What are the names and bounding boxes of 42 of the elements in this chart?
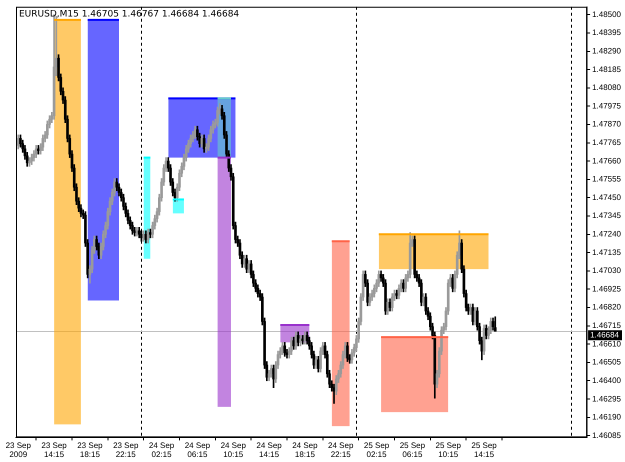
x-tick-label: 24 Sep 02:15: [148, 441, 175, 459]
x-tick-label: 24 Sep 22:15: [328, 441, 354, 459]
candlestick: [332, 384, 336, 404]
x-tick-label: 25 Sep 10:15: [436, 441, 462, 459]
y-tick-label: 1.46820: [592, 302, 622, 312]
y-tick-label: 1.46715: [592, 321, 622, 330]
x-tick-label: 25 Sep 14:15: [471, 441, 498, 459]
y-tick-label: 1.47555: [592, 174, 622, 184]
y-tick-label: 1.48500: [592, 10, 622, 19]
x-tick-label: 23 Sep 2009: [6, 441, 32, 459]
y-tick-label: 1.46190: [592, 412, 622, 422]
y-tick-label: 1.47240: [592, 230, 622, 239]
ref-line-label: 1.46684: [590, 330, 620, 340]
y-tick-label: 1.46505: [592, 358, 622, 367]
y-tick-label: 1.47030: [592, 266, 622, 276]
x-tick-label: 24 Sep 14:15: [256, 441, 282, 459]
y-tick-label: 1.46610: [592, 339, 622, 348]
y-tick-label: 1.48185: [592, 64, 622, 74]
x-tick-label: 23 Sep 14:15: [41, 441, 68, 459]
chart-title: EURUSD,M15 1.46705 1.46767 1.46684 1.46684: [19, 10, 240, 20]
x-tick-label: 24 Sep 06:15: [184, 441, 211, 459]
y-tick-label: 1.46400: [592, 376, 622, 385]
x-tick-label: 24 Sep 18:15: [292, 441, 318, 459]
y-tick-label: 1.47765: [592, 138, 622, 147]
y-tick-label: 1.47975: [592, 101, 622, 110]
y-tick-label: 1.47450: [592, 192, 622, 202]
x-tick-label: 24 Sep 10:15: [220, 441, 246, 459]
x-tick-label: 25 Sep 02:15: [364, 441, 390, 459]
y-tick-label: 1.47660: [592, 156, 622, 166]
x-tick-label: 23 Sep 22:15: [113, 441, 139, 459]
y-tick-label: 1.48290: [592, 46, 622, 56]
y-tick-label: 1.47135: [592, 248, 622, 257]
y-tick-label: 1.46295: [592, 394, 622, 404]
y-tick-label: 1.47345: [592, 211, 622, 220]
y-tick-label: 1.47870: [592, 120, 622, 129]
y-tick-label: 1.46925: [592, 284, 622, 294]
y-tick-label: 1.48080: [592, 83, 622, 92]
y-tick-label: 1.48395: [592, 28, 622, 38]
x-tick-label: 25 Sep 06:15: [400, 441, 426, 459]
candlestick: [136, 227, 138, 236]
y-tick-label: 1.46085: [592, 430, 622, 440]
x-tick-label: 23 Sep 18:15: [77, 441, 104, 459]
